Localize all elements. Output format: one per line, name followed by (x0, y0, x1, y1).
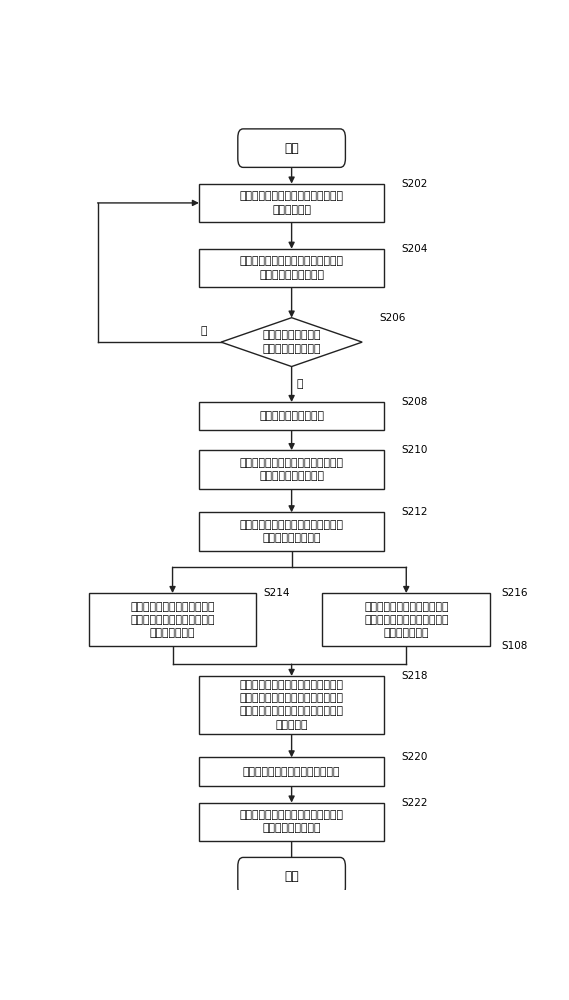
Bar (199, 249, 384, 287)
Text: 根据主缸压力值计算当前车辆的总轮
边扭矩和制动减速度: 根据主缸压力值计算当前车辆的总轮 边扭矩和制动减速度 (240, 520, 344, 543)
Bar (199, 184, 384, 222)
Text: 当监测到制动踏板开度信号时，获取
当前车辆的主缸压力值: 当监测到制动踏板开度信号时，获取 当前车辆的主缸压力值 (240, 256, 344, 280)
FancyBboxPatch shape (238, 129, 345, 167)
Polygon shape (221, 318, 362, 367)
FancyBboxPatch shape (238, 857, 345, 896)
Text: S202: S202 (402, 179, 428, 189)
Text: 否: 否 (200, 326, 207, 336)
Text: S216: S216 (501, 588, 527, 598)
Text: S206: S206 (380, 313, 406, 323)
Bar (323, 593, 490, 646)
Text: 是: 是 (297, 379, 303, 389)
Bar (199, 402, 384, 430)
Text: 结束: 结束 (284, 870, 299, 883)
Text: 当初始回收扭矩大于最大回收
扭矩时，将最大回收扭矩设置
成目标回收扭矩: 当初始回收扭矩大于最大回收 扭矩时，将最大回收扭矩设置 成目标回收扭矩 (364, 602, 448, 638)
Text: S218: S218 (402, 671, 428, 681)
Text: S212: S212 (402, 507, 428, 517)
Text: S214: S214 (263, 588, 290, 598)
Text: 输出目标回收扭矩和机械摩擦扭矩: 输出目标回收扭矩和机械摩擦扭矩 (243, 767, 340, 777)
Text: 开始: 开始 (284, 142, 299, 155)
Text: S210: S210 (402, 445, 428, 455)
Bar (199, 450, 384, 489)
Text: S108: S108 (501, 641, 527, 651)
Bar (89, 593, 257, 646)
Text: 将目标回收扭矩发送至电机，触发电
机进行刹车能量回收: 将目标回收扭矩发送至电机，触发电 机进行刹车能量回收 (240, 810, 344, 833)
Bar (199, 803, 384, 841)
Text: 主缸压力值是否大于
预先设置的压力阈值: 主缸压力值是否大于 预先设置的压力阈值 (262, 331, 321, 354)
Text: 获取当前车辆的主缸压力值、最大回
收扭矩和初始回收扭矩: 获取当前车辆的主缸压力值、最大回 收扭矩和初始回收扭矩 (240, 458, 344, 481)
Text: 按照回收扭矩优先原则，将总轮边扭
矩分配给目标回收扭矩，将总轮边扭
矩超出目标回收扭矩的部分分配给机
械摩擦扭矩: 按照回收扭矩优先原则，将总轮边扭 矩分配给目标回收扭矩，将总轮边扭 矩超出目标回… (240, 680, 344, 730)
Bar (199, 676, 384, 734)
Text: S208: S208 (402, 397, 428, 407)
Bar (199, 757, 384, 786)
Text: S220: S220 (402, 752, 428, 762)
Text: 在当前车辆行驶时，监测车辆的制动
踏板开度信号: 在当前车辆行驶时，监测车辆的制动 踏板开度信号 (240, 191, 344, 215)
Text: 激活刹车能量回收系统: 激活刹车能量回收系统 (259, 411, 324, 421)
Text: S222: S222 (402, 798, 428, 808)
Bar (199, 512, 384, 551)
Text: S204: S204 (402, 244, 428, 254)
Text: 当初始回收扭矩小于最大回收
扭矩时，将初始回收扭矩设置
成目标回收扭矩: 当初始回收扭矩小于最大回收 扭矩时，将初始回收扭矩设置 成目标回收扭矩 (130, 602, 215, 638)
